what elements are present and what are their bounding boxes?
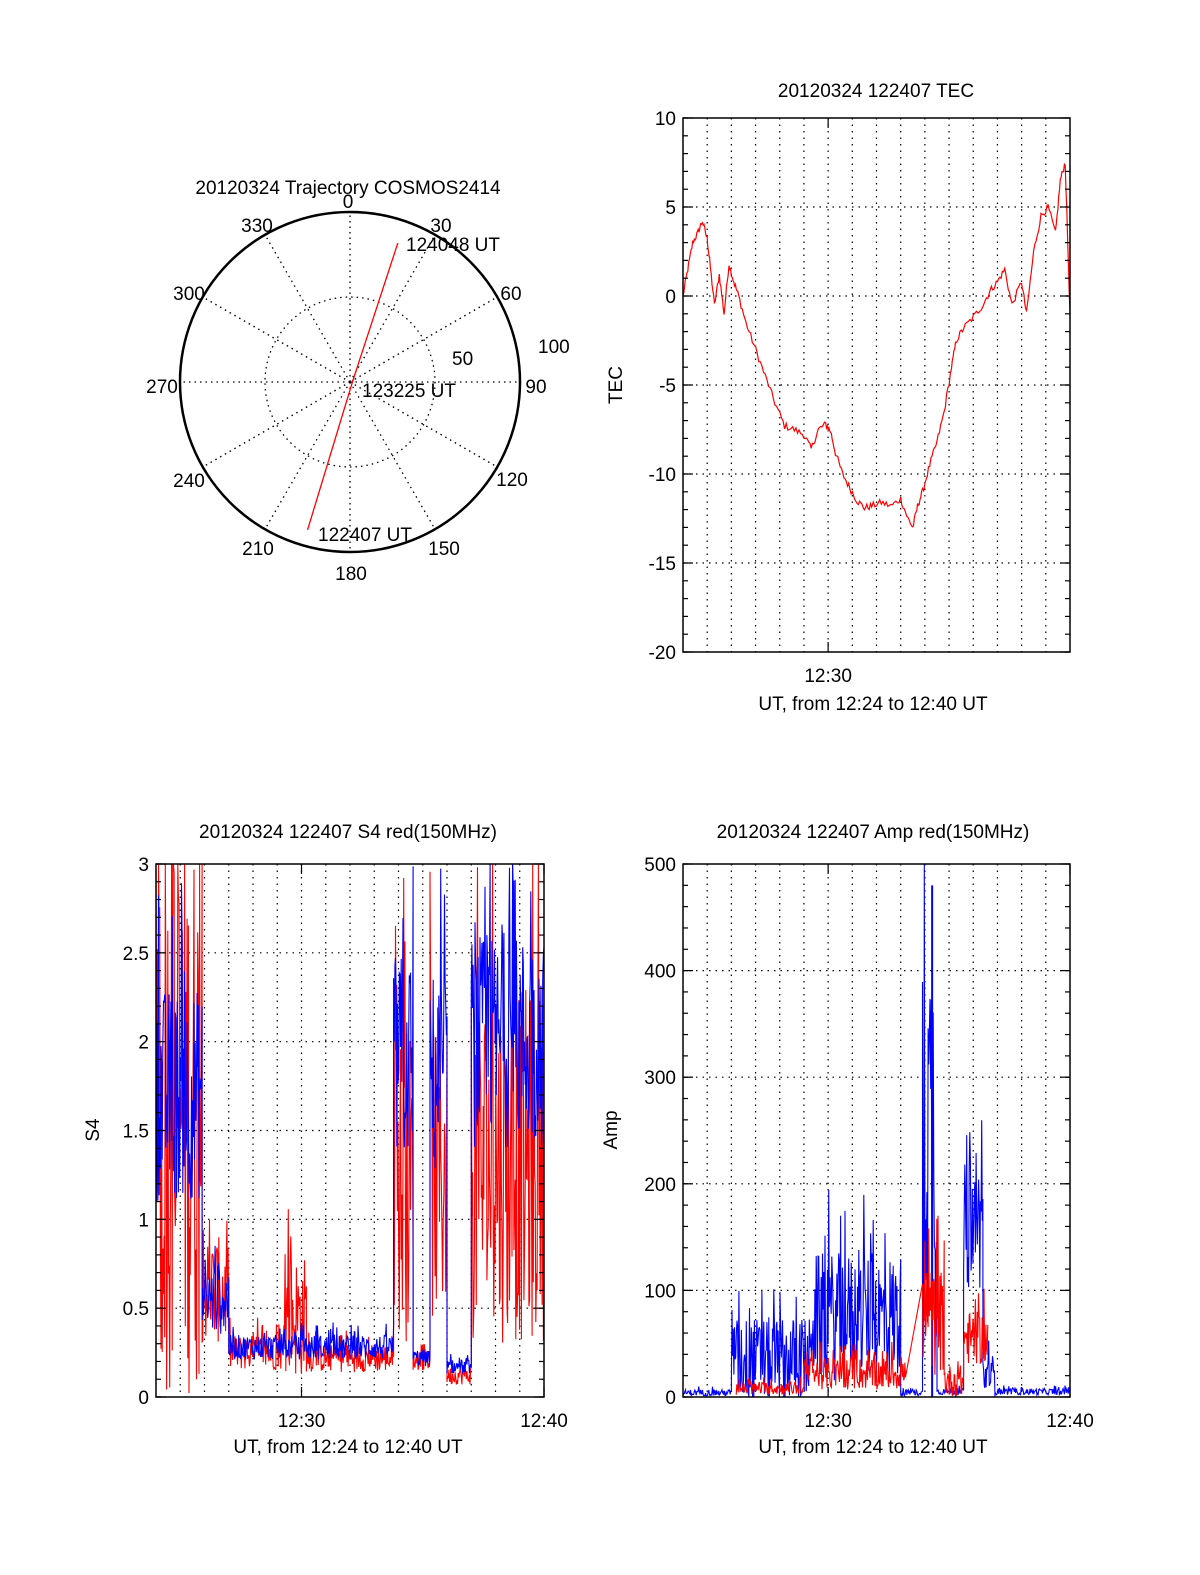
- tec-ylabel: TEC: [606, 366, 627, 404]
- amp-xlabel: UT, from 12:24 to 12:40 UT: [758, 1437, 988, 1458]
- polar-grid: [178, 210, 522, 554]
- y-tick-label: 3: [138, 855, 149, 876]
- polar-angle-labels: 0 30 60 90 120 150 180 210 240 270 300 330: [146, 192, 546, 585]
- angle-label-30: 30: [430, 216, 451, 237]
- trajectory-point: [352, 379, 354, 382]
- y-tick-label: -20: [649, 643, 676, 664]
- angle-label-180: 180: [335, 564, 367, 585]
- spoke-120: [349, 381, 498, 468]
- y-tick-label: -5: [659, 376, 676, 397]
- amp-title: 20120324 122407 Amp red(150MHz): [717, 822, 1030, 843]
- plot-frame: [155, 863, 545, 1398]
- y-tick-label: 0: [138, 1388, 149, 1409]
- s4-ylabel: S4: [83, 1118, 104, 1142]
- y-tick-label: 200: [644, 1175, 676, 1196]
- y-tick-label: 1: [138, 1210, 149, 1231]
- y-tick-label: 500: [644, 855, 676, 876]
- y-tick-label: 400: [644, 962, 676, 983]
- outer-circle: [178, 210, 522, 554]
- x-tick-label: 12:30: [804, 666, 852, 687]
- spoke-210: [264, 381, 351, 530]
- y-tick-label: -15: [649, 554, 676, 575]
- y-tick-label: 5: [665, 198, 676, 219]
- tec-xlabel: UT, from 12:24 to 12:40 UT: [758, 694, 988, 715]
- trajectory-point: [307, 528, 309, 530]
- y-tick-label: 2: [138, 1033, 149, 1054]
- amp-red-series: [735, 1215, 989, 1397]
- amp-plot: 20120324 122407 Amp red(150MHz) Amp UT, …: [601, 822, 1094, 1458]
- spoke-30: [349, 234, 436, 383]
- s4-plot: 20120324 122407 S4 red(150MHz) S4 UT, fr…: [83, 822, 568, 1458]
- tec-plot: 20120324 122407 TEC TEC UT, from 12:24 t…: [606, 81, 1071, 715]
- x-tick-label: 12:30: [278, 1411, 326, 1432]
- spoke-60: [349, 296, 498, 383]
- polar-trajectory-plot: 20120324 Trajectory COSMOS2414 0 30 60 90 12…: [146, 178, 570, 585]
- spoke-240: [202, 381, 351, 468]
- angle-label-0: 0: [343, 192, 354, 213]
- s4-title: 20120324 122407 S4 red(150MHz): [199, 822, 497, 843]
- trajectory-point: [396, 242, 399, 245]
- angle-label-270: 270: [146, 377, 178, 398]
- annotation-124048: 124048 UT: [406, 235, 500, 256]
- inner-circle: [264, 296, 436, 468]
- angle-label-300: 300: [173, 284, 205, 305]
- y-tick-label: 1.5: [123, 1122, 149, 1143]
- radial-label-100: 100: [538, 337, 570, 358]
- y-tick-label: -10: [649, 465, 676, 486]
- amp-ylabel: Amp: [601, 1110, 622, 1149]
- spoke-330: [264, 234, 351, 383]
- angle-label-240: 240: [173, 471, 205, 492]
- angle-label-120: 120: [496, 470, 528, 491]
- angle-label-60: 60: [500, 284, 521, 305]
- y-tick-label: 0: [665, 287, 676, 308]
- tec-series-line: [682, 162, 1071, 528]
- y-tick-label: 0.5: [123, 1299, 149, 1320]
- x-tick-label: 12:40: [1046, 1411, 1094, 1432]
- s4-xlabel: UT, from 12:24 to 12:40 UT: [233, 1437, 463, 1458]
- y-tick-label: 100: [644, 1281, 676, 1302]
- radial-label-50: 50: [452, 349, 473, 370]
- y-tick-label: 0: [665, 1388, 676, 1409]
- plot-frame: [682, 117, 1071, 653]
- angle-label-330: 330: [241, 216, 273, 237]
- y-tick-label: 2.5: [123, 944, 149, 965]
- x-tick-label: 12:40: [520, 1411, 568, 1432]
- trajectory-series: [307, 242, 399, 530]
- angle-label-90: 90: [525, 377, 546, 398]
- plot-frame: [682, 863, 1071, 1398]
- annotation-123225: 123225 UT: [362, 381, 456, 402]
- annotation-122407: 122407 UT: [318, 525, 412, 546]
- tec-title: 20120324 122407 TEC: [778, 81, 974, 102]
- angle-label-150: 150: [428, 539, 460, 560]
- angle-label-210: 210: [242, 539, 274, 560]
- spoke-300: [202, 296, 351, 383]
- y-tick-label: 300: [644, 1068, 676, 1089]
- polar-title: 20120324 Trajectory COSMOS2414: [195, 178, 501, 199]
- x-tick-label: 12:30: [804, 1411, 852, 1432]
- y-tick-label: 10: [655, 109, 676, 130]
- s4-blue-series: [155, 863, 545, 1374]
- spoke-150: [349, 381, 436, 530]
